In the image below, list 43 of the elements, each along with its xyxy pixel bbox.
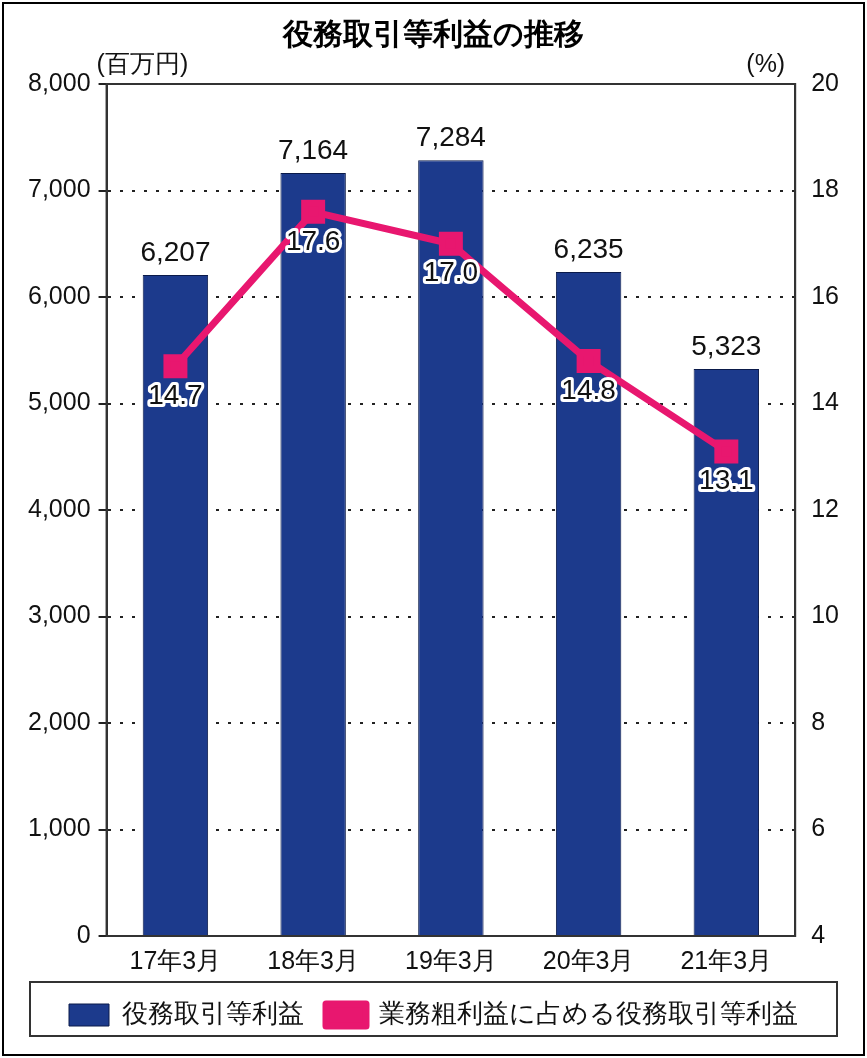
y-tick-label: 0 [76, 919, 91, 948]
y-tick-label: 2,000 [28, 706, 91, 735]
y-tick-label: 1,000 [28, 813, 91, 842]
x-tick-label: 19年3月 [405, 945, 497, 974]
data-label: 7,164 [278, 133, 349, 165]
x-tick-label: 17年3月 [129, 945, 222, 974]
x-tick-label: 20年3月 [542, 945, 635, 974]
point [576, 348, 601, 373]
y2-tick-label: 6 [811, 813, 826, 842]
y-tick-label: 7,000 [28, 174, 91, 203]
data-label: 7,284 [415, 120, 486, 152]
y-tick-label: 5,000 [28, 387, 91, 416]
y-tick-label: 6,000 [28, 280, 91, 309]
data-label: 6,207 [140, 235, 211, 267]
legend-label: 業務粗利益に占める役務取引等利益 [379, 998, 798, 1029]
y2-tick-label: 18 [811, 174, 839, 203]
data-label: 14.8 [561, 373, 616, 405]
y2-tick-label: 8 [811, 706, 826, 735]
point [301, 199, 326, 224]
y2-tick-label: 16 [811, 280, 839, 309]
data-label: 5,323 [691, 329, 762, 361]
point [438, 231, 463, 256]
legend-label: 役務取引等利益 [122, 998, 304, 1029]
y2-axis-title: (%) [746, 49, 786, 78]
data-label: 13.1 [699, 464, 754, 496]
y2-tick-label: 4 [811, 919, 826, 948]
data-label: 17.0 [423, 256, 479, 288]
y-tick-label: 8,000 [28, 67, 91, 96]
x-tick-label: 21年3月 [680, 945, 773, 974]
x-tick-label: 18年3月 [267, 945, 360, 974]
data-label: 14.7 [148, 378, 203, 410]
point [163, 354, 188, 379]
y-tick-label: 4,000 [28, 493, 91, 522]
chart-title: 役務取引等利益の推移 [282, 17, 584, 51]
y2-tick-label: 10 [811, 600, 839, 629]
y2-tick-label: 12 [811, 493, 839, 522]
y-tick-label: 3,000 [28, 600, 91, 629]
y-axis-title: (百万円) [96, 49, 189, 78]
y2-tick-label: 20 [811, 67, 839, 96]
point [714, 439, 739, 464]
y2-tick-label: 14 [811, 387, 840, 416]
data-label: 17.6 [285, 224, 341, 256]
data-label: 6,235 [553, 232, 624, 264]
